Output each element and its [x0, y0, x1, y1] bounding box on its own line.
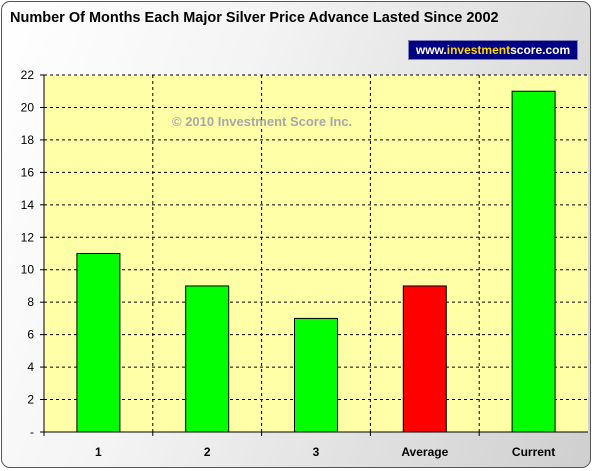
y-tick-label: 6 [27, 328, 34, 342]
y-tick-label: - [30, 425, 34, 439]
y-tick-label: 4 [27, 360, 34, 374]
website-prefix: www. [415, 43, 447, 57]
bar-2 [185, 285, 230, 433]
x-tick-label: Average [401, 445, 448, 459]
y-tick-label: 22 [21, 68, 35, 82]
y-tick-label: 2 [27, 393, 34, 407]
y-tick-label: 12 [21, 230, 35, 244]
y-tick-label: 20 [21, 100, 35, 114]
watermark-text: © 2010 Investment Score Inc. [172, 114, 352, 129]
bar-average [402, 285, 447, 433]
chart-title: Number Of Months Each Major Silver Price… [10, 10, 499, 26]
x-tick-label: Current [512, 445, 555, 459]
bar-3 [294, 317, 338, 433]
x-tick-label: 2 [204, 445, 211, 459]
y-tick-label: 8 [27, 295, 34, 309]
website-highlight: investment [446, 43, 511, 57]
x-tick-label: 3 [313, 445, 320, 459]
bar-current [511, 90, 556, 433]
y-tick-label: 16 [21, 165, 35, 179]
website-badge: www.investmentscore.com [408, 40, 578, 60]
x-tick-label: 1 [95, 445, 102, 459]
bar-1 [76, 253, 121, 433]
y-tick-label: 10 [21, 263, 35, 277]
y-tick-label: 18 [21, 133, 35, 147]
y-tick-label: 14 [21, 198, 35, 212]
website-suffix: score.com [510, 43, 571, 57]
